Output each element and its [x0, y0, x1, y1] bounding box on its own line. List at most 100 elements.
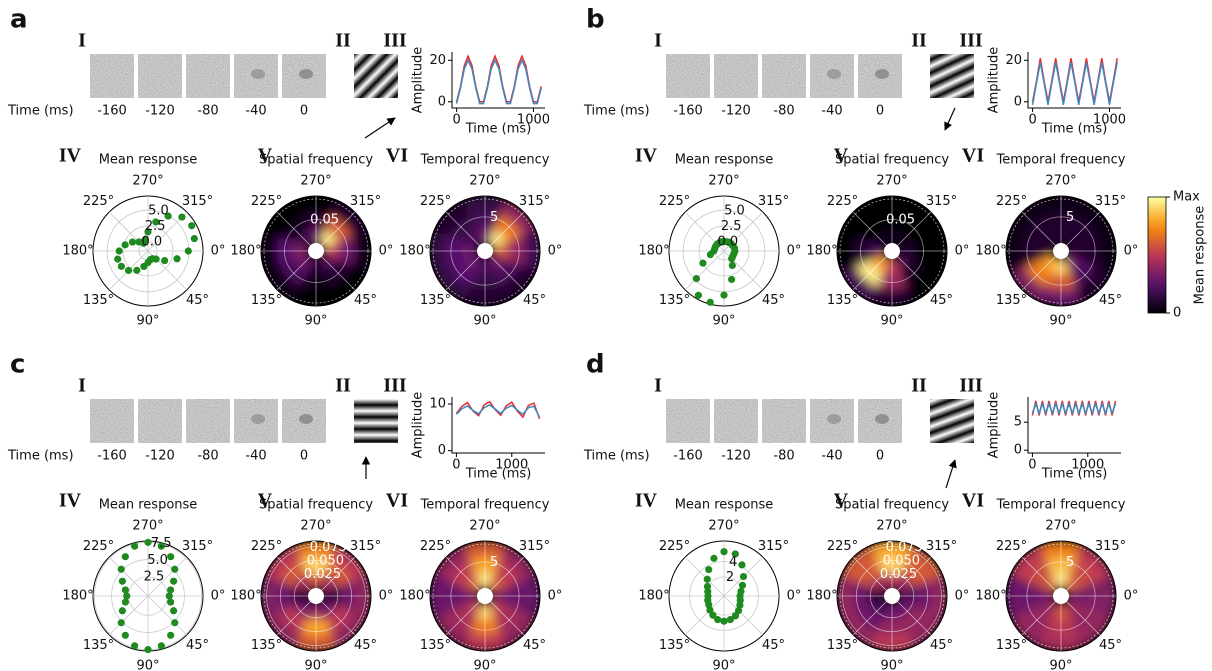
radial-tick-label: 0.050 [883, 554, 920, 569]
grating-stimulus [354, 54, 398, 98]
radial-tick-label: 5.0 [147, 553, 168, 568]
colorbar-tick-label: 0 [1173, 306, 1181, 321]
angle-tick-label: 90° [712, 659, 735, 671]
response-dot [188, 222, 195, 229]
subpanel-numeral: I [78, 375, 86, 397]
radial-tick-label: 5 [490, 555, 498, 570]
response-dot [167, 553, 174, 560]
response-dot [170, 607, 177, 614]
arrow [945, 108, 955, 130]
y-tick-label: 20 [1005, 53, 1022, 68]
radial-tick-label: 0.025 [880, 567, 917, 582]
angle-tick-label: 270° [708, 519, 739, 534]
response-dot [131, 543, 138, 550]
stimulus-frame [90, 399, 134, 443]
angle-tick-label: 270° [876, 174, 907, 189]
frame-blob [251, 69, 265, 79]
frame-axis-label: Time (ms) [7, 104, 74, 119]
stimulus-frame [138, 54, 182, 98]
center-hole [884, 243, 900, 259]
angle-tick-label: 45° [354, 293, 377, 308]
frame-time-label: -120 [145, 104, 175, 119]
response-dot [739, 582, 746, 589]
frame-axis-label: Time (ms) [7, 449, 74, 464]
frame-time-label: 0 [876, 449, 884, 464]
y-tick-label: 0 [438, 94, 446, 109]
stimulus-frame [186, 399, 230, 443]
subpanel-title: Spatial frequency [259, 498, 373, 513]
response-dot [693, 275, 700, 282]
angle-tick-label: 90° [304, 659, 327, 671]
radial-tick-label: 5.0 [148, 203, 169, 218]
angle-tick-label: 315° [519, 539, 550, 554]
center-hole [477, 588, 493, 604]
x-axis-label: Time (ms) [465, 122, 532, 137]
angle-tick-label: 0° [379, 244, 394, 259]
angle-tick-label: 315° [926, 194, 957, 209]
response-dot [185, 247, 192, 254]
subpanel-title: Mean response [99, 498, 198, 513]
x-tick-label: 0 [1028, 113, 1036, 128]
radial-tick-label: 5 [1066, 210, 1074, 225]
radial-tick-label: 5 [490, 210, 498, 225]
angle-tick-label: 225° [83, 194, 114, 209]
angle-tick-label: 135° [659, 638, 690, 653]
angle-tick-label: 0° [787, 589, 802, 604]
grating-stimulus [930, 54, 974, 98]
radial-tick-label: 0.05 [310, 213, 339, 228]
angle-tick-label: 0° [379, 589, 394, 604]
angle-tick-label: 135° [827, 293, 858, 308]
angle-tick-label: 45° [186, 638, 209, 653]
colorbar [1148, 197, 1166, 313]
angle-tick-label: 180° [806, 244, 837, 259]
frame-axis-label: Time (ms) [583, 449, 650, 464]
frame-blob [875, 414, 889, 424]
y-axis-label: Amplitude [987, 47, 1002, 114]
x-tick-label: 0 [452, 113, 460, 128]
frame-time-label: -80 [197, 449, 218, 464]
angle-tick-label: 135° [420, 638, 451, 653]
response-dot [728, 276, 735, 283]
x-axis-label: Time (ms) [1041, 122, 1108, 137]
subpanel-numeral: IV [635, 490, 658, 512]
angle-tick-label: 90° [712, 314, 735, 329]
angle-tick-label: 90° [1049, 659, 1072, 671]
response-dot [119, 607, 126, 614]
response-dot [140, 263, 147, 270]
angle-tick-label: 180° [806, 589, 837, 604]
angle-tick-label: 315° [758, 539, 789, 554]
radial-tick-label: 5.0 [724, 203, 745, 218]
response-dot [707, 299, 714, 306]
response-dot [720, 292, 727, 299]
angle-tick-label: 225° [827, 539, 858, 554]
angle-tick-label: 45° [1099, 293, 1122, 308]
angle-tick-label: 225° [83, 539, 114, 554]
radial-tick-label: 7.5 [151, 536, 172, 551]
angle-tick-label: 225° [996, 539, 1027, 554]
response-dot [191, 235, 198, 242]
radial-tick-label: 2 [726, 570, 734, 585]
stimulus-frame [186, 54, 230, 98]
angle-tick-label: 0° [1124, 589, 1139, 604]
response-dot [122, 632, 129, 639]
subpanel-numeral: II [911, 375, 927, 397]
subpanel-title: Temporal frequency [420, 498, 550, 513]
response-dot [167, 598, 174, 605]
response-dot [118, 619, 125, 626]
radial-tick-label: 0.075 [310, 540, 347, 555]
response-dot [720, 548, 727, 555]
center-hole [884, 588, 900, 604]
subpanel-numeral: II [335, 30, 351, 52]
response-dot [704, 576, 711, 583]
frame-time-label: -160 [97, 449, 127, 464]
response-dot [122, 598, 129, 605]
y-axis-label: Amplitude [411, 47, 426, 114]
angle-tick-label: 225° [827, 194, 858, 209]
angle-tick-label: 135° [659, 293, 690, 308]
response-dot [116, 247, 123, 254]
panel-letter: a [10, 5, 28, 35]
angle-tick-label: 90° [1049, 314, 1072, 329]
angle-tick-label: 315° [350, 539, 381, 554]
frame-blob [827, 414, 841, 424]
response-dot [705, 566, 712, 573]
